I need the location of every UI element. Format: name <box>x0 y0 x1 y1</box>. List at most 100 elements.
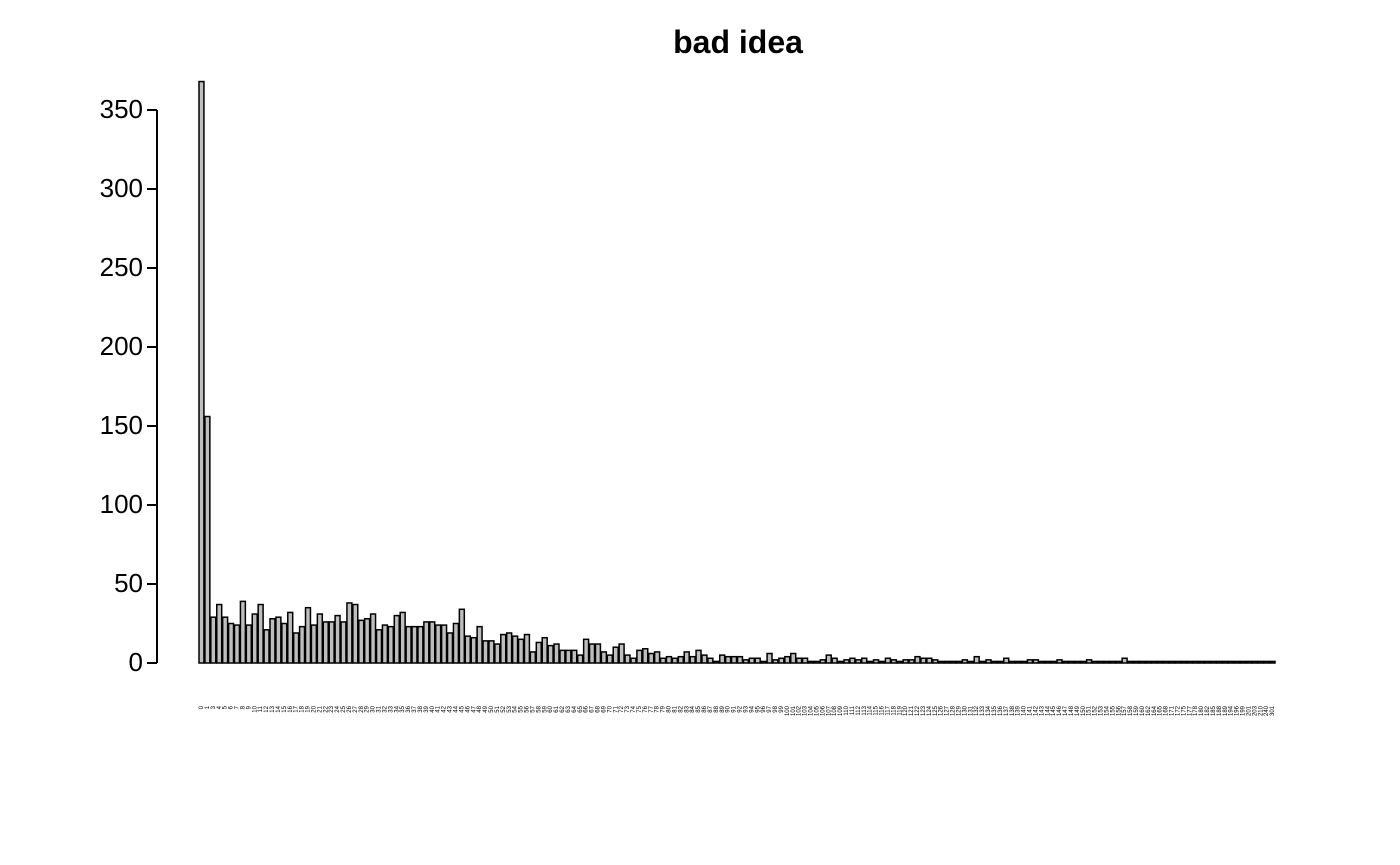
bar <box>399 611 406 664</box>
bar <box>275 616 282 664</box>
bar <box>795 657 803 664</box>
x-tick-label: 83 <box>684 705 690 712</box>
x-tick-label: 16 <box>288 705 294 712</box>
x-tick-label: 118 <box>891 705 897 715</box>
bar <box>724 655 732 664</box>
x-tick-label: 25 <box>341 705 347 712</box>
bar <box>766 652 773 664</box>
bar <box>849 657 856 664</box>
x-tick-label: 12 <box>264 705 270 712</box>
x-tick-label: 52 <box>501 705 507 712</box>
bar <box>890 659 898 664</box>
x-tick-label: 0 <box>199 705 205 709</box>
x-tick-label: 99 <box>779 705 785 712</box>
x-tick-label: 58 <box>536 705 542 712</box>
x-tick-label: 210 <box>1258 705 1264 716</box>
x-tick-label: 67 <box>590 705 596 712</box>
bar <box>1121 657 1128 664</box>
x-tick-label: 50 <box>489 705 495 712</box>
bar <box>292 632 300 664</box>
x-tick-label: 15 <box>282 705 288 712</box>
x-tick-label: 172 <box>1175 705 1181 716</box>
bar <box>955 660 963 664</box>
x-tick-label: 112 <box>856 705 862 715</box>
bar <box>1056 659 1063 664</box>
x-tick-label: 88 <box>714 705 720 712</box>
bar <box>227 622 235 664</box>
y-tick-label: 150 <box>100 410 143 440</box>
bar <box>221 616 229 664</box>
x-tick-label: 103 <box>803 705 809 716</box>
bar <box>1239 660 1247 664</box>
x-tick-label: 178 <box>1193 705 1199 716</box>
bar <box>334 614 341 664</box>
x-tick-label: 31 <box>377 705 383 712</box>
x-tick-label: 43 <box>448 705 454 712</box>
x-tick-label: 160 <box>1140 705 1146 716</box>
x-tick-label: 79 <box>661 705 667 712</box>
x-tick-label: 136 <box>998 705 1004 716</box>
x-tick-label: 71 <box>613 705 619 712</box>
y-tick-label: 300 <box>100 173 143 203</box>
x-tick-label: 61 <box>554 705 560 712</box>
bar <box>440 624 448 664</box>
x-tick-label: 151 <box>1087 705 1093 716</box>
bar <box>1133 660 1140 664</box>
bar <box>446 632 454 664</box>
x-tick-label: 85 <box>696 705 702 712</box>
bar <box>997 660 1004 664</box>
x-tick-label: 47 <box>471 705 477 712</box>
bar <box>1139 660 1146 664</box>
bar <box>1186 660 1193 664</box>
x-tick-label: 19 <box>306 705 312 712</box>
bar <box>423 621 430 664</box>
x-tick-label: 97 <box>767 705 773 712</box>
x-tick-label: 75 <box>637 705 643 712</box>
x-tick-label: 77 <box>649 705 655 712</box>
bar <box>411 625 418 664</box>
x-tick-label: 53 <box>507 705 513 712</box>
chart-title: bad idea <box>673 24 803 60</box>
x-tick-label: 74 <box>631 705 637 712</box>
x-tick-label: 123 <box>921 705 927 716</box>
bar <box>322 621 329 664</box>
bar <box>902 659 909 664</box>
bar <box>517 638 525 664</box>
bar <box>1068 660 1075 664</box>
x-tick-label: 162 <box>1146 705 1152 716</box>
bar <box>358 619 365 664</box>
x-tick-label: 17 <box>294 705 300 712</box>
bar <box>636 649 643 664</box>
x-tick-label: 80 <box>667 705 673 712</box>
bar <box>1079 660 1087 664</box>
x-tick-label: 122 <box>915 705 921 716</box>
x-tick-label: 150 <box>1081 705 1087 716</box>
bar <box>1269 660 1276 664</box>
x-tick-label: 23 <box>329 705 335 712</box>
bar <box>1156 660 1164 664</box>
bar <box>500 633 507 664</box>
bar <box>967 660 974 664</box>
x-tick-label: 180 <box>1199 705 1205 716</box>
x-tick-label: 140 <box>1022 705 1028 716</box>
x-tick-label: 189 <box>1223 705 1229 716</box>
x-tick-label: 35 <box>400 705 406 712</box>
bar <box>304 606 312 664</box>
x-tick-label: 63 <box>566 705 572 712</box>
bar <box>778 657 785 664</box>
bar <box>784 655 791 664</box>
x-tick-label: 137 <box>1004 705 1010 716</box>
bar <box>198 80 205 664</box>
bar <box>263 629 270 664</box>
bar <box>943 660 951 664</box>
x-tick-label: 38 <box>418 705 424 712</box>
x-tick-label: 135 <box>992 705 998 716</box>
x-tick-label: 86 <box>702 705 708 712</box>
bar <box>813 660 821 664</box>
x-tick-label: 95 <box>755 705 761 712</box>
x-tick-label: 120 <box>903 705 909 716</box>
bar <box>730 655 738 664</box>
x-tick-label: 93 <box>743 705 749 712</box>
bar <box>328 621 335 664</box>
bar <box>1062 660 1069 664</box>
